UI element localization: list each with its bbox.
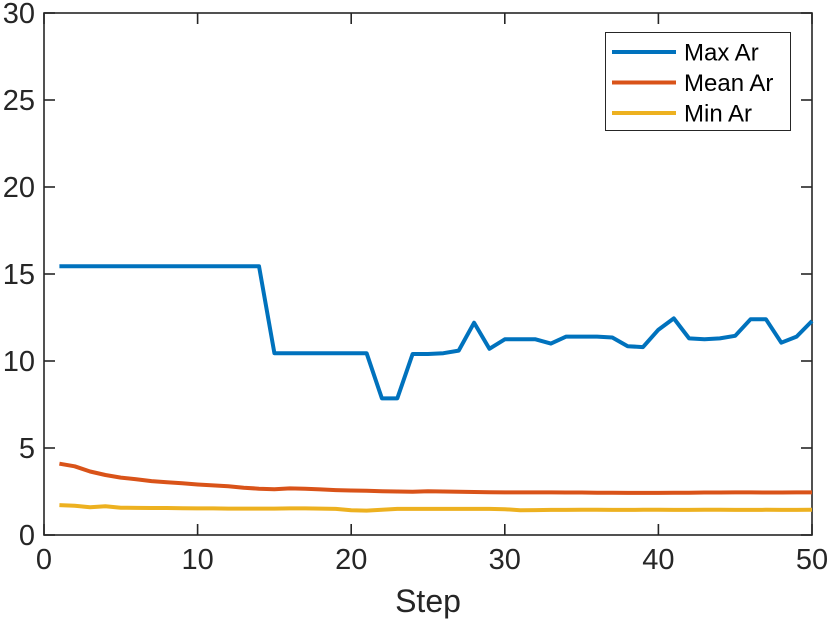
y-tick-label: 30 xyxy=(3,0,35,30)
series-line-max-ar xyxy=(59,264,814,401)
x-tick-label: 50 xyxy=(796,544,828,576)
legend-label-min-ar: Min Ar xyxy=(684,101,752,128)
y-tick-label: 5 xyxy=(19,433,35,465)
y-tick-label: 15 xyxy=(3,259,35,291)
x-tick-label: 10 xyxy=(181,544,213,576)
legend-label-mean-ar: Mean Ar xyxy=(684,70,773,97)
x-tick-label: 40 xyxy=(642,544,674,576)
legend: Max Ar Mean Ar Min Ar xyxy=(605,32,791,131)
series-line-mean-ar xyxy=(59,461,812,495)
y-tick-label: 25 xyxy=(3,85,35,117)
y-tick-label: 10 xyxy=(3,346,35,378)
axes: 0 10 20 30 40 50 0 5 10 15 20 25 30 xyxy=(3,0,828,576)
x-axis-label: Step xyxy=(395,583,461,619)
y-tick-label: 20 xyxy=(3,172,35,204)
legend-label-max-ar: Max Ar xyxy=(684,40,759,67)
x-tick-label: 20 xyxy=(335,544,367,576)
y-tick-label: 0 xyxy=(19,520,35,552)
x-tick-label: 30 xyxy=(489,544,521,576)
series-lines xyxy=(59,264,814,513)
series-line-min-ar xyxy=(59,503,813,513)
x-tick-label: 0 xyxy=(36,544,52,576)
